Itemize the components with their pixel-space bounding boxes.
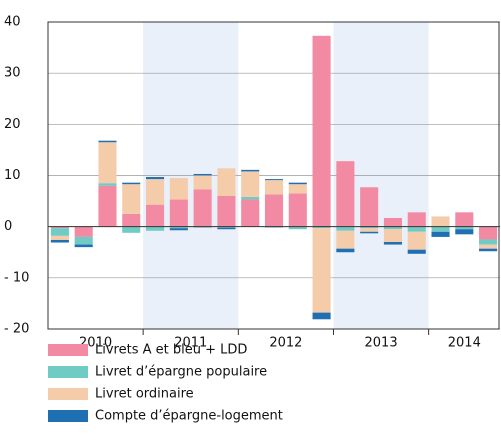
bar-segment [146,177,165,180]
bar-segment [241,196,260,200]
bar-segment [50,239,69,243]
legend-label: Livret ordinaire [95,387,194,402]
bar-segment [50,235,69,240]
bar-segment [336,226,355,231]
bar-segment [288,193,307,227]
bar-segment [288,226,307,230]
x-year-label: 2014 [448,336,481,351]
bar-segment [383,242,402,245]
bar-segment [455,229,474,235]
bar-segment [431,231,450,237]
bar-segment [312,228,331,313]
bar-segment [360,187,379,227]
bar-segment [241,169,260,172]
bar-segment [407,249,426,254]
y-tick-label: 20 [4,117,21,132]
bar-segment [193,173,212,176]
bar-segment [479,248,498,252]
bar-segment [264,226,284,228]
bar-segment [217,195,236,227]
bar-segment [98,142,117,184]
bar-segment [74,236,93,245]
x-year-label: 2011 [174,336,207,351]
bar-segment [241,171,260,197]
y-tick-label: 10 [4,168,21,183]
bar-segment [146,179,165,205]
bar-segment [146,204,165,227]
bar-segment [383,226,402,230]
bar-segment [74,226,93,237]
bar-segment [50,228,69,236]
bar-segment [407,231,426,250]
legend-swatch [48,344,88,356]
bar-segment [193,189,212,227]
bar-segment [169,228,188,231]
bar-segment [312,35,331,227]
y-tick-label: 0 [4,219,12,234]
bar-segment [455,226,474,230]
legend-label: Livrets A et bleu + LDD [95,343,247,358]
bar-segment [312,226,331,229]
bar-segment [407,226,426,232]
bar-segment [217,168,236,196]
bar-segment [264,194,284,227]
bar-segment [407,212,426,227]
bar-segment [360,231,379,234]
bar-segment [336,230,355,249]
bar-segment [193,175,212,190]
bar-segment [336,248,355,253]
legend-swatch [48,366,88,378]
bar-segment [217,227,236,230]
bar-segment [479,239,498,245]
y-tick-label: - 20 [4,322,29,337]
bar-segment [169,226,188,229]
bar-segment [217,226,236,228]
bar-segment [383,217,402,227]
bar-segment [241,199,260,227]
bar-segment [98,185,117,227]
plot-frame [47,21,500,330]
y-tick-label: 40 [4,15,21,30]
bar-segment [336,161,355,227]
legend-swatch [48,388,88,400]
bar-segment [122,184,141,214]
bar-segment [74,244,93,248]
bar-segment [360,226,379,229]
bar-segment [360,228,379,232]
bar-segment [146,226,165,231]
x-year-label: 2012 [269,336,302,351]
bar-segment [288,182,307,185]
x-year-label: 2013 [365,336,398,351]
bar-segment [479,226,498,240]
bar-segment [312,312,331,320]
bar-segment [122,182,141,185]
y-tick-label: 30 [4,66,21,81]
bar-segment [169,199,188,227]
y-tick-label: - 10 [4,270,29,285]
legend-swatch [48,410,88,422]
bar-segment [98,183,117,186]
bar-segment [431,216,450,227]
bar-segment [264,179,284,181]
bar-segment [193,226,212,228]
legend-label: Livret d’épargne populaire [95,365,267,380]
bar-segment [169,178,188,200]
bar-segment [122,226,141,233]
bar-segment [98,140,117,143]
bar-segment [383,229,402,243]
bar-segment [288,184,307,194]
bar-segment [455,212,474,227]
legend-label: Compte d’épargne-logement [95,409,283,424]
bar-segment [479,244,498,249]
bar-segment [431,226,450,232]
bar-segment [122,213,141,227]
bar-segment [264,180,284,195]
bar-segment [50,226,69,229]
